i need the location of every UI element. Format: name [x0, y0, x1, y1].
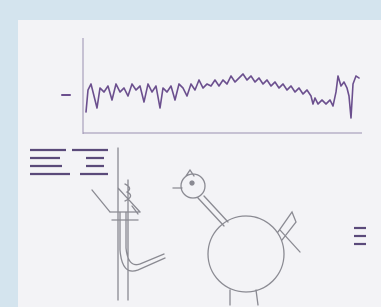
paper [18, 20, 381, 307]
page: (() => { const data = JSON.parse(documen… [0, 0, 381, 307]
scan [0, 0, 381, 307]
